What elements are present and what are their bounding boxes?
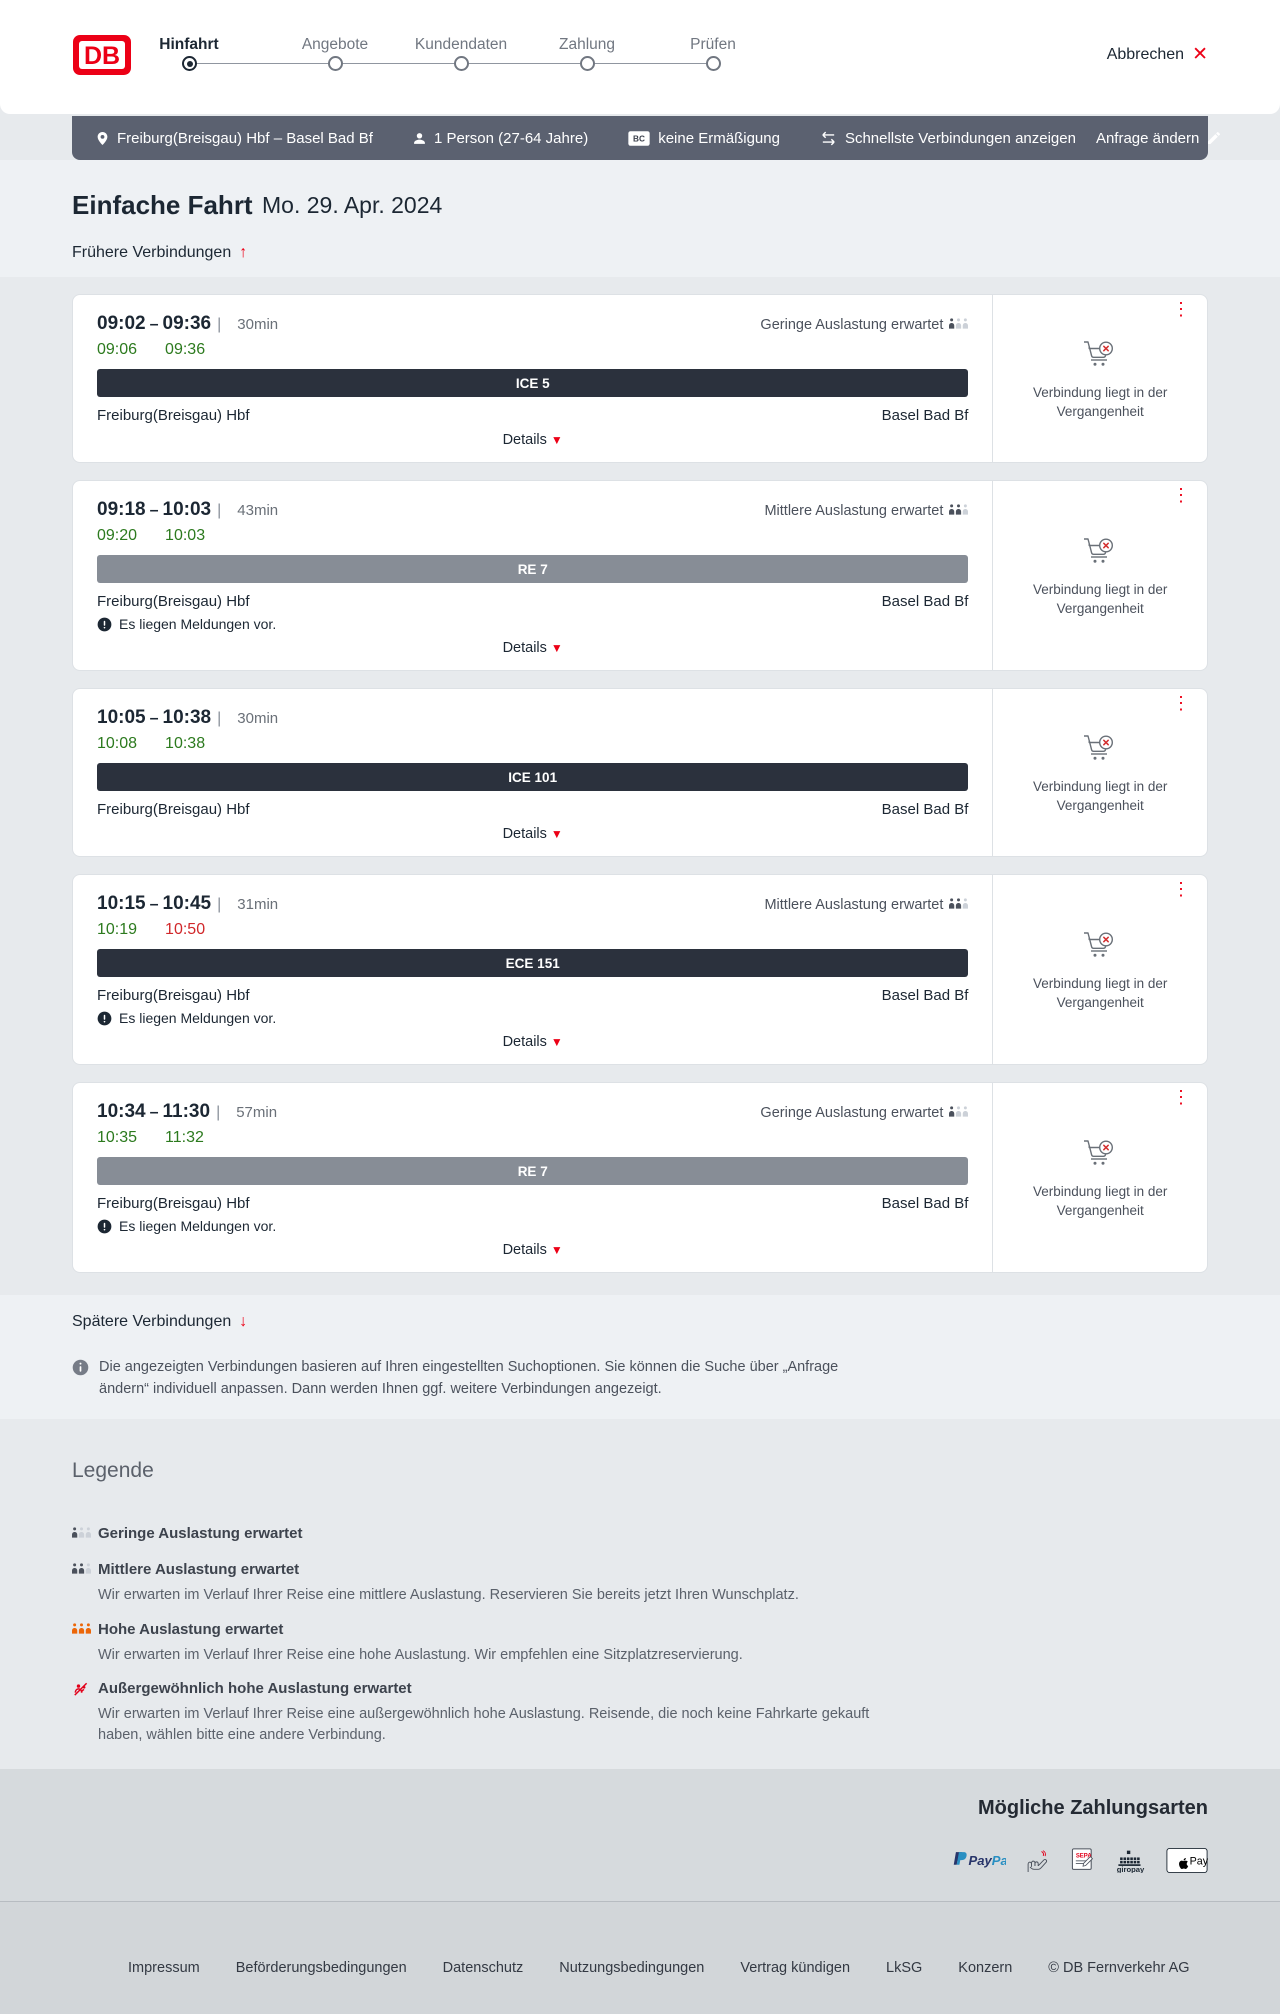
svg-text:DB: DB xyxy=(84,42,120,70)
svg-text:Pay: Pay xyxy=(1190,1855,1208,1867)
svg-text:giropay: giropay xyxy=(1117,1865,1145,1873)
svg-text:PayPal: PayPal xyxy=(969,1853,1006,1868)
svg-text:BC: BC xyxy=(633,134,645,143)
